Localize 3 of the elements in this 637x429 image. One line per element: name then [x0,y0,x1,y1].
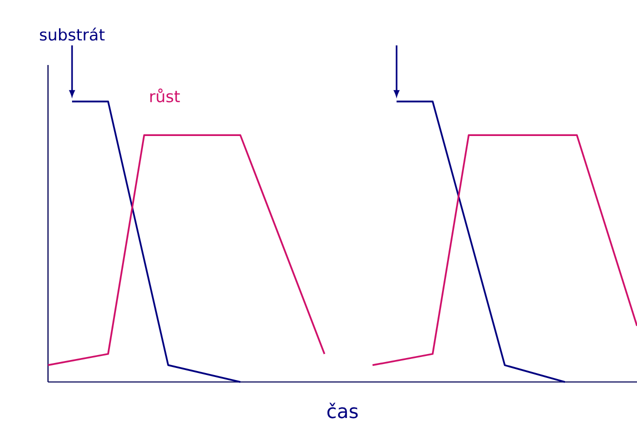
text: substrát [40,28,105,41]
x-axis-title: čas [327,402,358,418]
text: růst [150,88,180,102]
